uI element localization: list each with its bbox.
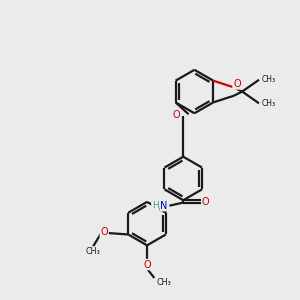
Text: O: O (202, 197, 209, 207)
Text: O: O (100, 227, 108, 237)
Text: H: H (152, 201, 159, 210)
Text: N: N (160, 201, 168, 211)
Text: O: O (173, 110, 181, 120)
Text: CH₃: CH₃ (157, 278, 171, 286)
Text: O: O (233, 79, 241, 89)
Text: CH₃: CH₃ (261, 99, 275, 108)
Text: CH₃: CH₃ (261, 75, 275, 84)
Text: CH₃: CH₃ (86, 247, 101, 256)
Text: O: O (143, 260, 151, 270)
